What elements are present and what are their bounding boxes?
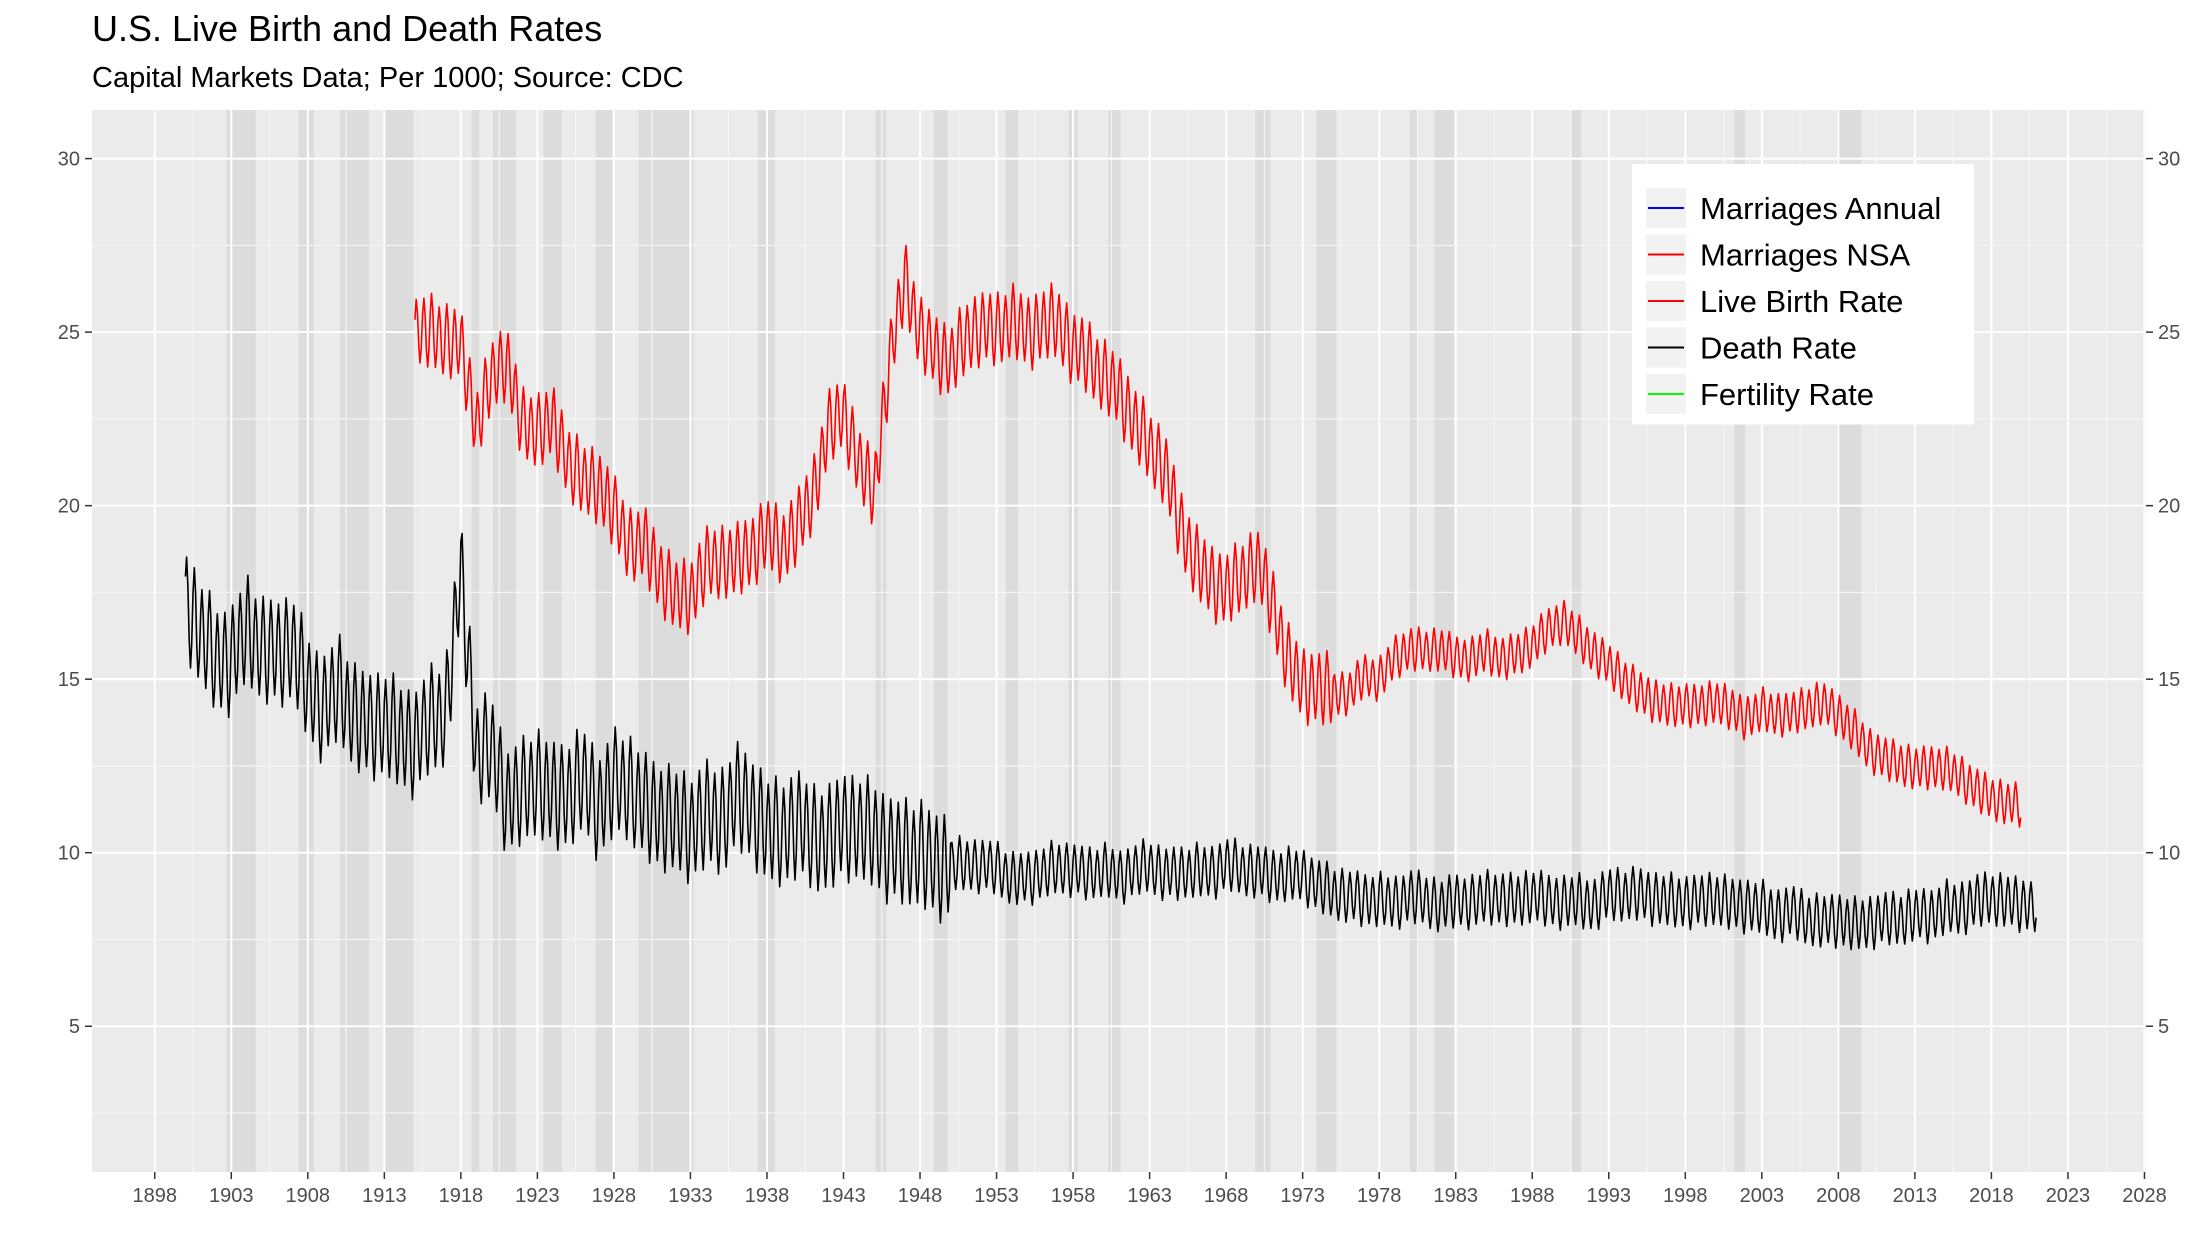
y-tick-label-left: 20 bbox=[58, 496, 80, 518]
x-tick-label: 1953 bbox=[974, 1185, 1019, 1207]
y-tick-label-right: 30 bbox=[2158, 149, 2180, 171]
y-tick-label-left: 10 bbox=[58, 843, 80, 865]
x-tick-label: 2013 bbox=[1893, 1185, 1938, 1207]
x-tick-label: 1913 bbox=[362, 1185, 407, 1207]
recession-band bbox=[595, 110, 613, 1172]
x-tick-label: 2023 bbox=[2046, 1185, 2091, 1207]
recession-band bbox=[543, 110, 562, 1172]
legend-box bbox=[1632, 164, 1974, 425]
x-tick-label: 2028 bbox=[2122, 1185, 2167, 1207]
y-tick-label-right: 20 bbox=[2158, 496, 2180, 518]
recession-band bbox=[1734, 110, 1745, 1172]
x-tick-label: 2003 bbox=[1740, 1185, 1785, 1207]
recession-band bbox=[875, 110, 887, 1172]
recession-band bbox=[471, 110, 480, 1172]
legend-label: Live Birth Rate bbox=[1700, 284, 1903, 319]
x-tick-label: 1903 bbox=[209, 1185, 254, 1207]
x-tick-label: 1948 bbox=[898, 1185, 943, 1207]
x-tick-label: 1958 bbox=[1051, 1185, 1096, 1207]
y-tick-label-right: 25 bbox=[2158, 322, 2180, 344]
x-tick-label: 1968 bbox=[1204, 1185, 1249, 1207]
chart-title: U.S. Live Birth and Death Rates bbox=[92, 8, 603, 49]
y-tick-label-right: 15 bbox=[2158, 669, 2180, 691]
x-tick-label: 2018 bbox=[1969, 1185, 2014, 1207]
series-line-live-birth-rate bbox=[414, 244, 2022, 828]
x-tick-label: 1933 bbox=[668, 1185, 713, 1207]
x-tick-label: 1963 bbox=[1127, 1185, 1172, 1207]
y-tick-label-left: 30 bbox=[58, 149, 80, 171]
x-tick-label: 1983 bbox=[1433, 1185, 1478, 1207]
x-tick-label: 1918 bbox=[439, 1185, 484, 1207]
recession-band bbox=[933, 110, 948, 1172]
x-tick-label: 1993 bbox=[1587, 1185, 1632, 1207]
recession-band bbox=[1005, 110, 1018, 1172]
series-line-death-rate bbox=[184, 532, 2037, 951]
recession-band bbox=[1316, 110, 1337, 1172]
x-tick-label: 1928 bbox=[592, 1185, 637, 1207]
series-lines bbox=[184, 244, 2037, 951]
x-tick-label: 1998 bbox=[1663, 1185, 1708, 1207]
x-tick-label: 1988 bbox=[1510, 1185, 1555, 1207]
x-tick-label: 2008 bbox=[1816, 1185, 1861, 1207]
legend-label: Marriages Annual bbox=[1700, 191, 1941, 226]
y-tick-label-right: 5 bbox=[2158, 1016, 2169, 1038]
legend-label: Fertility Rate bbox=[1700, 377, 1874, 412]
legend-label: Marriages NSA bbox=[1700, 238, 1910, 273]
chart-subtitle: Capital Markets Data; Per 1000; Source: … bbox=[92, 62, 684, 94]
y-tick-label-right: 10 bbox=[2158, 843, 2180, 865]
x-tick-label: 1978 bbox=[1357, 1185, 1402, 1207]
recession-band bbox=[493, 110, 516, 1172]
y-tick-label-left: 5 bbox=[69, 1016, 80, 1038]
recession-band bbox=[1434, 110, 1455, 1172]
recession-band bbox=[384, 110, 414, 1172]
x-tick-label: 1973 bbox=[1280, 1185, 1325, 1207]
legend: Marriages Annual Marriages NSA Live Birth … bbox=[1632, 164, 1974, 425]
recession-band bbox=[339, 110, 370, 1172]
x-tick-label: 1908 bbox=[286, 1185, 331, 1207]
axes: 1898 1903 1908 1913 1918 1923 1928 1933 1938 1943… bbox=[58, 149, 2181, 1207]
recession-band bbox=[1108, 110, 1121, 1172]
x-tick-label: 1923 bbox=[515, 1185, 560, 1207]
x-tick-label: 1938 bbox=[745, 1185, 790, 1207]
recession-band bbox=[638, 110, 694, 1172]
y-tick-label-left: 25 bbox=[58, 322, 80, 344]
y-tick-label-left: 15 bbox=[58, 669, 80, 691]
x-tick-label: 1898 bbox=[133, 1185, 178, 1207]
recession-band bbox=[298, 110, 314, 1172]
legend-label: Death Rate bbox=[1700, 331, 1857, 366]
recession-band bbox=[1409, 110, 1418, 1172]
recession-band bbox=[1255, 110, 1271, 1172]
x-tick-label: 1943 bbox=[821, 1185, 866, 1207]
